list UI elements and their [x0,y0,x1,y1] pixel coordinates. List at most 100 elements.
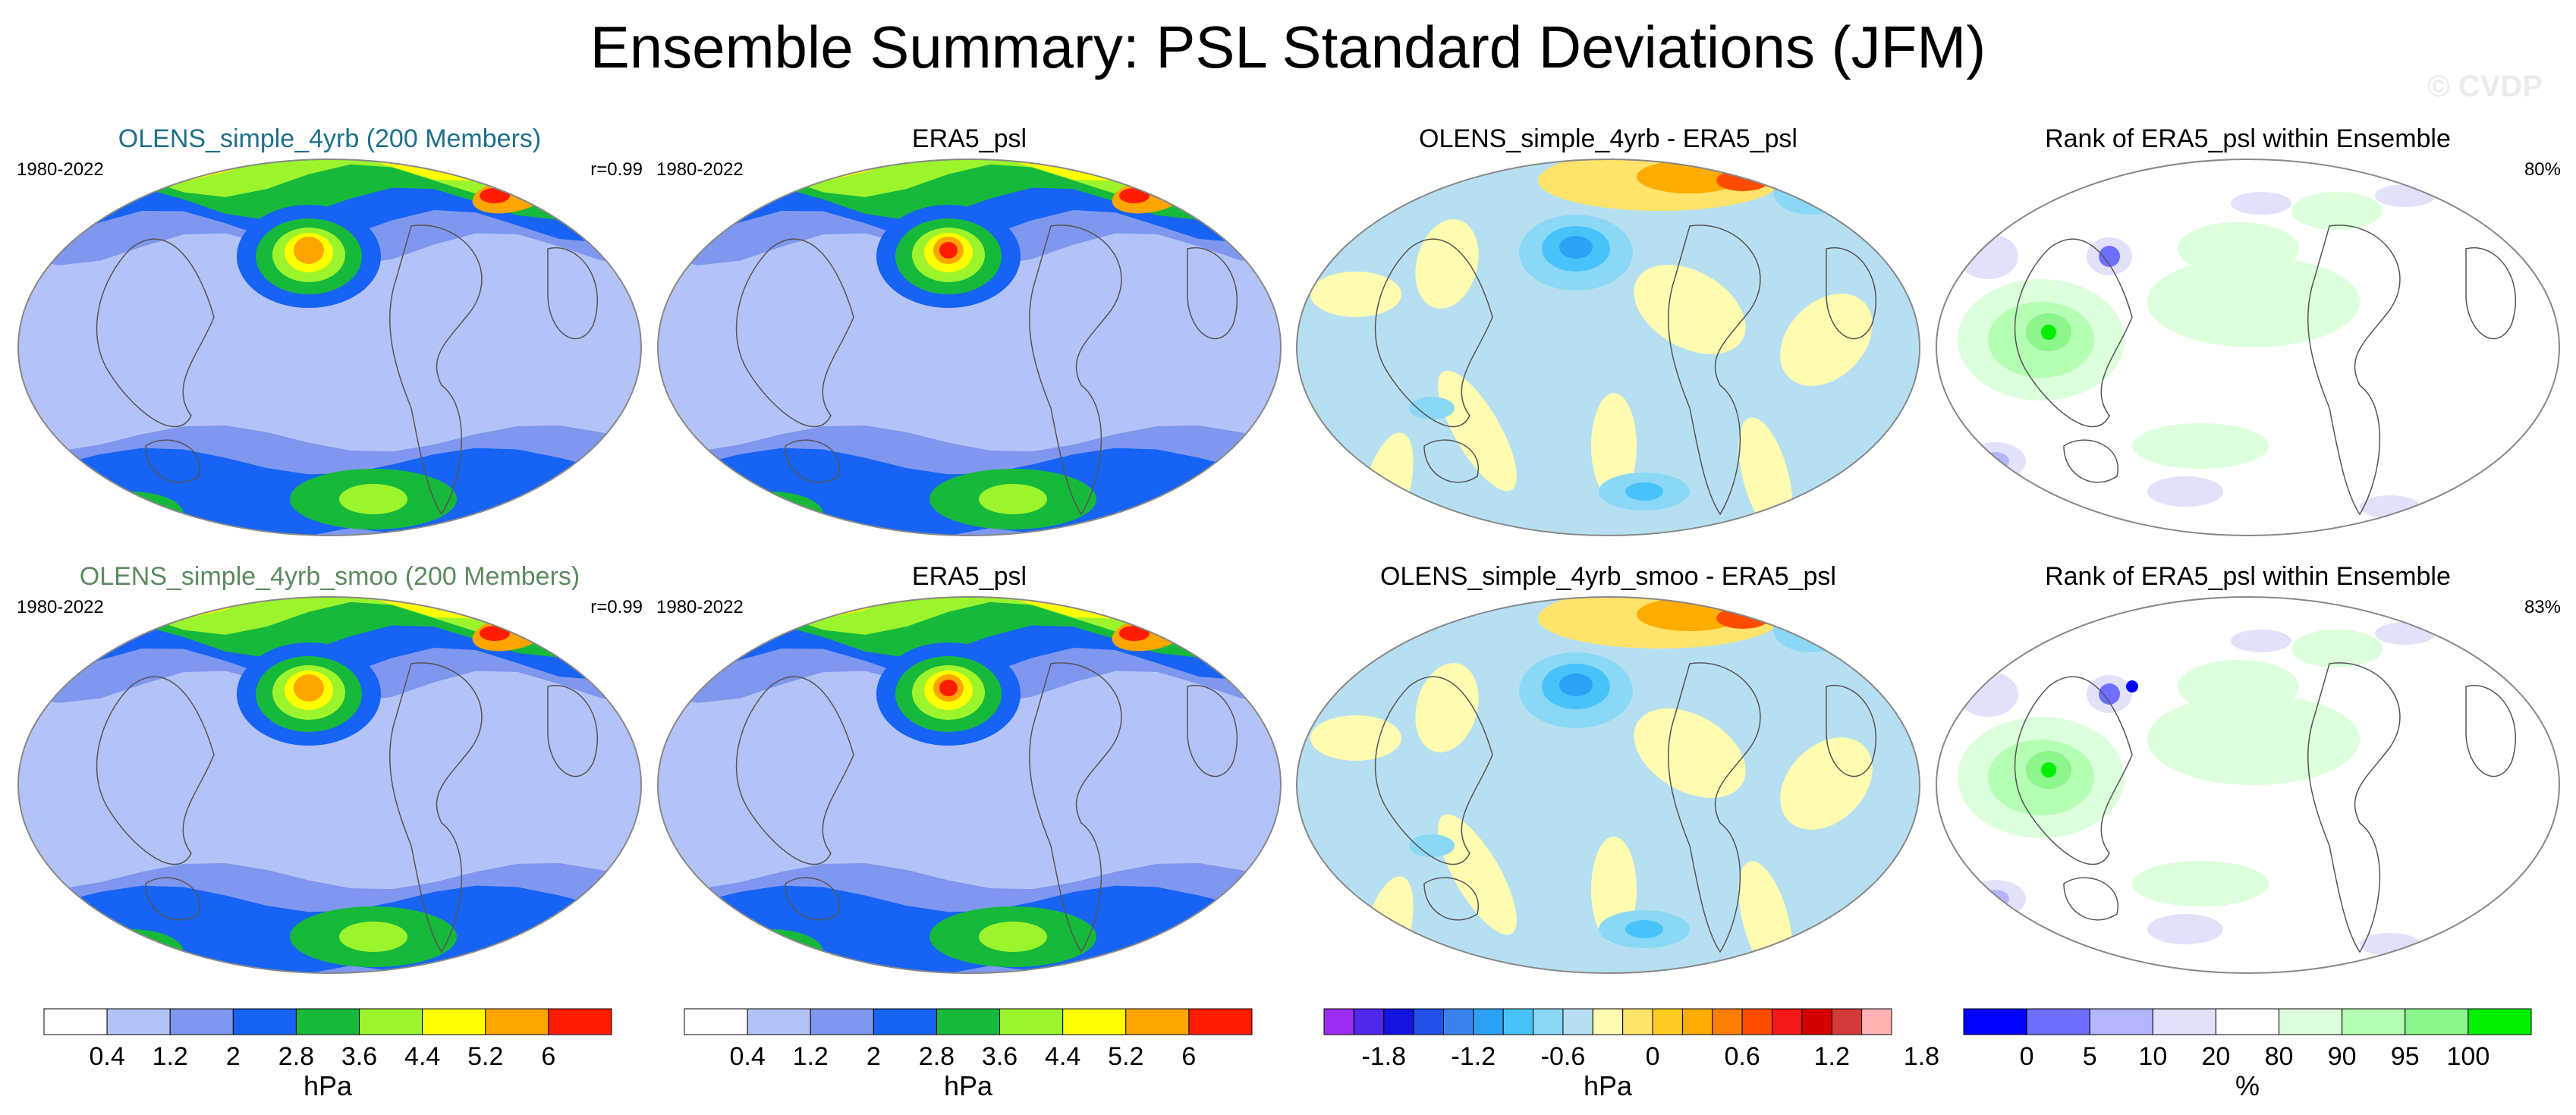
sh-max-2 [339,922,407,952]
rank-low [2231,630,2291,652]
npac-negative-core [1559,674,1593,696]
colorbar-tick-label: 10 [2138,1042,2167,1071]
positive-anomaly [1310,272,1401,317]
colorbar-swatch [1383,1008,1414,1035]
colorbar-tick-label: -0.6 [1541,1042,1586,1071]
coastline-asia [96,676,215,865]
positive-anomaly [1634,265,1746,354]
atlantic-core [480,626,510,641]
map-p7 [1295,596,1921,974]
sh-max-2 [979,484,1047,514]
sh-max-3 [717,492,823,536]
colorbar-swatch [2215,1008,2280,1035]
coastline-americas [388,225,483,516]
colorbar-tick-label: 1.2 [1814,1042,1850,1071]
colorbar-tick-label: 90 [2328,1042,2357,1071]
colorbar-tick-label: 3.6 [341,1042,377,1071]
rank-low [2231,192,2291,215]
colorbar-tick-label: 0.6 [1725,1042,1760,1071]
colorbar-swatch [873,1008,937,1035]
colorbar-swatch [2467,1008,2532,1035]
panel-title: OLENS_simple_4yrb_smoo (200 Members) [79,562,580,591]
colorbar-swatch [2026,1008,2090,1035]
positive-anomaly [1780,294,1873,386]
positive-anomaly [1415,663,1479,752]
coastline-europe [1826,247,1876,340]
colorbar-swatch [747,1008,811,1035]
rank-max [2041,762,2056,777]
sh-max-2 [979,922,1047,952]
colorbar-tick-label: 4.4 [1045,1042,1080,1071]
colorbar-tick-label: -1.8 [1361,1042,1406,1071]
map-field [1936,596,2559,973]
colorbar-tick-label: 1.2 [153,1042,188,1071]
coastline-europe [2465,684,2516,777]
colorbar-tick-label: 1.2 [793,1042,829,1071]
rank-min [2126,680,2138,693]
colorbar-swatch [1652,1008,1683,1035]
colorbar-swatch [2089,1008,2153,1035]
colorbar-swatch [1741,1008,1773,1035]
map-border [17,159,643,536]
map-border [656,596,1282,974]
colorbar-swatch [1062,1008,1127,1035]
map-p4 [1935,159,2561,536]
colorbar-swatch [169,1008,234,1035]
map-field [658,596,1281,973]
map-p1 [17,159,643,536]
positive-anomaly [1780,737,1873,830]
arctic-max [47,159,153,179]
panel-title: OLENS_simple_4yrb_smoo - ERA5_psl [1380,562,1836,591]
colorbar-tick-label: 3.6 [982,1042,1018,1071]
panel-stat-label: 80% [2524,159,2561,180]
colorbar-tick-label: 5.2 [1108,1042,1143,1071]
rank-low-2 [2099,683,2120,705]
colorbar-tick-label: 100 [2447,1042,2490,1071]
coastline-australia [1423,439,1480,483]
colorbar-tick-label: 6 [1181,1042,1196,1071]
coastline-asia [2014,238,2133,428]
map-field [658,159,1281,536]
colorbar-swatch [232,1008,297,1035]
colorbar-tick-label: 5.2 [467,1042,503,1071]
sh-negative-2 [1409,834,1455,857]
colorbar-swatch [1801,1008,1832,1035]
colorbar-tick-label: 2 [867,1042,881,1071]
colorbar-tick-label: 80 [2265,1042,2294,1071]
colorbar-swatch [106,1008,171,1035]
rank-high [2147,256,2360,347]
colorbar-tick-label: 2.8 [919,1042,955,1071]
colorbar-c1: 0.4 1.2 2 2.8 3.6 4.4 5.2 6 hPa [43,1008,612,1101]
map-border [17,596,643,974]
panel-title: Rank of ERA5_psl within Ensemble [2045,562,2451,591]
map-p5 [17,596,643,974]
colorbar-swatch [2405,1008,2469,1035]
rank-low [2375,184,2436,207]
rank-high [2178,660,2299,713]
colorbar-swatch [1681,1008,1713,1035]
coastline-australia [2063,439,2119,483]
rank-high [2147,694,2360,785]
colorbar-swatch [810,1008,874,1035]
colorbar-tick-label: 1.8 [1904,1042,1939,1071]
map-border [1935,159,2561,536]
panel-period-label: 1980-2022 [656,159,744,180]
colorbar-swatch [43,1008,108,1035]
colorbar-swatch [1125,1008,1190,1035]
rank-low-2 [2099,246,2120,267]
colorbar-swatch [422,1008,486,1035]
rank-high [2132,861,2269,906]
colorbar-tick-label: -1.2 [1452,1042,1496,1071]
rank-low [2147,914,2223,944]
coastline-americas [1028,662,1122,953]
map-field [1936,159,2559,536]
map-border [1295,596,1921,974]
coastline-australia [1423,877,1480,921]
sh-negative-2 [1409,397,1455,419]
colorbar-unit-label: % [2235,1070,2260,1101]
colorbar-swatch [1562,1008,1593,1035]
coastline-europe [1826,684,1876,777]
coastline-australia [145,877,201,921]
panel-title: Rank of ERA5_psl within Ensemble [2045,124,2451,153]
positive-anomaly [1438,814,1517,935]
